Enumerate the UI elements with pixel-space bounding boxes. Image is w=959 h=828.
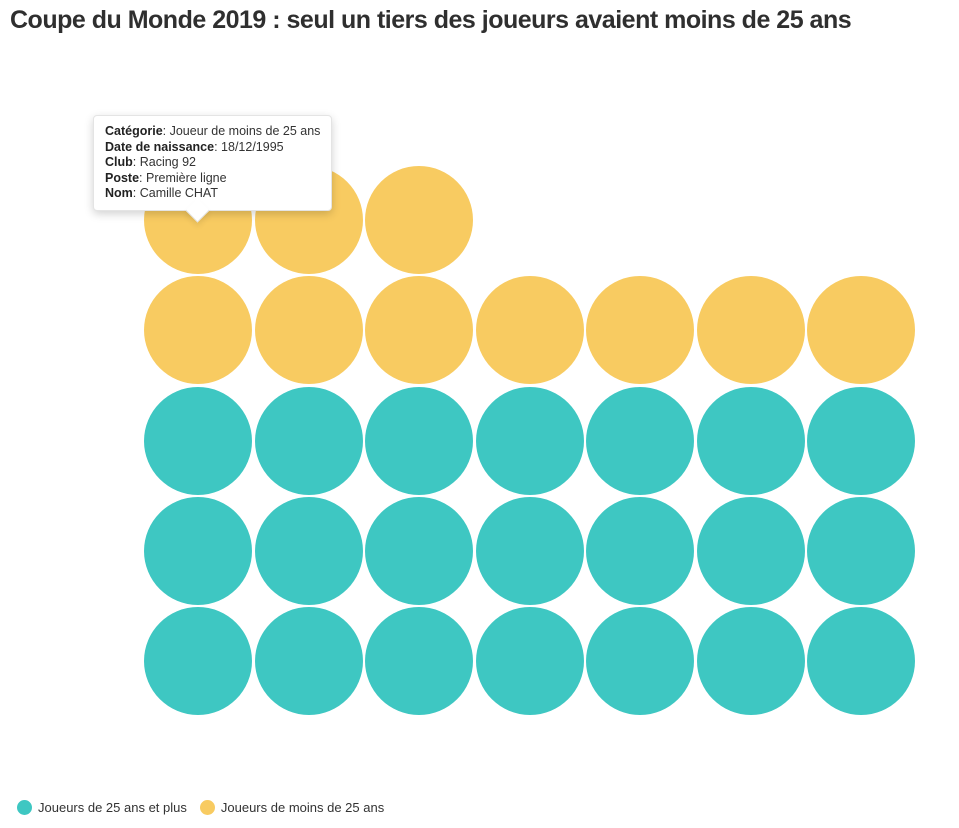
- tooltip-field-value: : 18/12/1995: [214, 139, 284, 154]
- player-dot-under25[interactable]: [586, 276, 694, 385]
- player-dot-plus25[interactable]: [807, 386, 915, 495]
- legend-item: Joueurs de 25 ans et plus: [17, 800, 187, 815]
- player-dot-plus25[interactable]: [696, 496, 805, 605]
- legend-label: Joueurs de 25 ans et plus: [38, 800, 187, 815]
- player-dot-plus25[interactable]: [696, 386, 805, 495]
- tooltip-field-value: : Première ligne: [139, 170, 227, 185]
- tooltip-field-label: Nom: [105, 186, 133, 200]
- tooltip: Catégorie: Joueur de moins de 25 ans Date…: [93, 115, 333, 223]
- tooltip-row: Catégorie: Joueur de moins de 25 ans: [105, 124, 320, 140]
- legend-swatch-icon: [199, 800, 215, 815]
- tooltip-field-label: Date de naissance: [105, 139, 215, 154]
- player-dot-plus25[interactable]: [586, 386, 694, 495]
- tooltip-row: Poste: Première ligne: [105, 171, 320, 187]
- tooltip-row: Club: Racing 92: [105, 155, 320, 171]
- player-dot-plus25[interactable]: [586, 607, 694, 716]
- tooltip-row: Nom: Camille CHAT: [105, 186, 320, 202]
- player-dot-under25[interactable]: [807, 276, 915, 385]
- tooltip-field-value: : Camille CHAT: [132, 186, 218, 200]
- player-dot-plus25[interactable]: [696, 607, 805, 716]
- tooltip-field-label: Catégorie: [105, 124, 163, 138]
- player-dot-plus25[interactable]: [254, 607, 363, 716]
- player-dot-plus25[interactable]: [807, 496, 915, 605]
- tooltip-field-value: : Joueur de moins de 25 ans: [162, 124, 321, 138]
- player-dot-under25[interactable]: [365, 276, 473, 385]
- legend-swatch-icon: [17, 800, 32, 815]
- player-dot-plus25[interactable]: [144, 607, 252, 716]
- tooltip-content: Catégorie: Joueur de moins de 25 ans Date…: [105, 124, 320, 202]
- player-dot-plus25[interactable]: [586, 496, 694, 605]
- player-dot-plus25[interactable]: [144, 386, 252, 495]
- player-dot-under25[interactable]: [254, 276, 363, 385]
- player-dot-under25[interactable]: [475, 276, 584, 385]
- legend-label: Joueurs de moins de 25 ans: [220, 800, 385, 815]
- tooltip-row: Date de naissance: 18/12/1995: [105, 140, 320, 156]
- player-dot-plus25[interactable]: [475, 386, 584, 495]
- player-dot-under25[interactable]: [144, 276, 252, 385]
- tooltip-field-label: Poste: [105, 170, 140, 185]
- player-dot-plus25[interactable]: [365, 496, 473, 605]
- legend-item: Joueurs de moins de 25 ans: [199, 800, 385, 815]
- player-dot-plus25[interactable]: [807, 607, 915, 716]
- player-dot-plus25[interactable]: [254, 496, 363, 605]
- chart-title: Coupe du Monde 2019 : seul un tiers des …: [10, 6, 852, 34]
- tooltip-field-value: : Racing 92: [132, 155, 197, 169]
- tooltip-field-label: Club: [105, 155, 133, 169]
- player-dot-plus25[interactable]: [144, 496, 252, 605]
- player-dot-under25[interactable]: [696, 276, 805, 385]
- player-dot-under25[interactable]: [365, 166, 473, 274]
- legend: Joueurs de 25 ans et plus Joueurs de moin…: [17, 800, 384, 815]
- player-dot-plus25[interactable]: [365, 607, 473, 716]
- player-dot-plus25[interactable]: [475, 607, 584, 716]
- player-dot-plus25[interactable]: [475, 496, 584, 605]
- player-dot-plus25[interactable]: [254, 386, 363, 495]
- player-dot-plus25[interactable]: [365, 386, 473, 495]
